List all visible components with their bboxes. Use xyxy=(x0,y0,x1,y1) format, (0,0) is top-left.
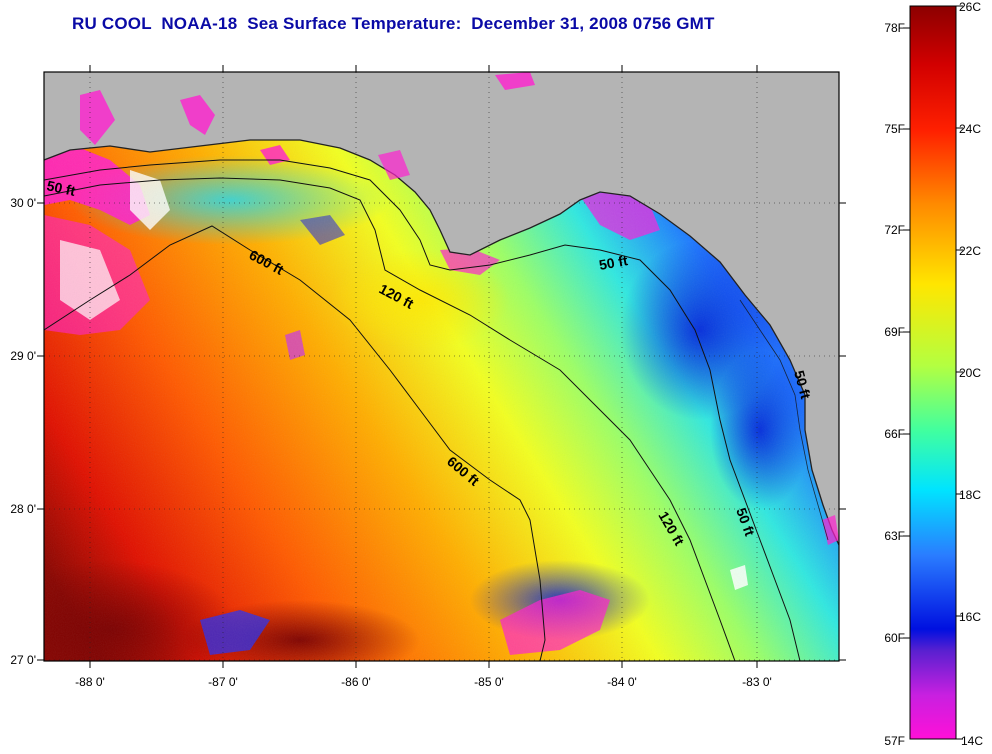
lon-tick-label: -87 0' xyxy=(208,675,238,689)
lon-tick-label: -83 0' xyxy=(742,675,772,689)
colorbar-f-label: 75F xyxy=(884,122,905,136)
lon-tick-label: -84 0' xyxy=(607,675,637,689)
colorbar-c-label: 26C xyxy=(959,0,981,14)
land-mainland xyxy=(44,72,839,545)
map-panel: 50 ft 600 ft 120 ft 50 ft 600 ft 120 ft … xyxy=(44,72,839,661)
colorbar: 78F 75F 72F 69F 66F 63F 60F 57F 26C 24C … xyxy=(884,0,983,748)
lat-tick-label: 27 0' xyxy=(10,653,36,667)
colorbar-f-label: 72F xyxy=(884,223,905,237)
contour-50ft xyxy=(44,159,801,661)
contour-east-shelf xyxy=(739,299,829,541)
colorbar-f-label: 57F xyxy=(884,734,905,748)
colorbar-c-label: 20C xyxy=(959,366,981,380)
colorbar-f-label: 66F xyxy=(884,427,905,441)
lon-tick-label: -85 0' xyxy=(474,675,504,689)
map-ticks xyxy=(37,65,846,668)
colorbar-c-label: 22C xyxy=(959,244,981,258)
colorbar-ramp xyxy=(909,5,957,740)
contour-label: 50 ft xyxy=(45,177,77,199)
bay-inlet-2 xyxy=(80,90,115,145)
colorbar-c-label: 14C xyxy=(961,734,983,748)
colorbar-ticks xyxy=(903,5,963,740)
colorbar-f-label: 78F xyxy=(884,21,905,35)
bay-inlet-6 xyxy=(822,515,839,545)
graticule xyxy=(44,72,839,661)
lon-tick-label: -86 0' xyxy=(341,675,371,689)
latitude-labels: 27 0' 28 0' 29 0' 30 0' xyxy=(10,196,36,667)
lat-tick-label: 29 0' xyxy=(10,349,36,363)
bay-inlet-1 xyxy=(180,95,215,135)
colorbar-c-label: 24C xyxy=(959,122,981,136)
bay-inlet-5 xyxy=(378,150,410,180)
map-title: RU COOL NOAA-18 Sea Surface Temperature:… xyxy=(72,14,715,33)
lat-tick-label: 28 0' xyxy=(10,502,36,516)
colorbar-f-label: 60F xyxy=(884,631,905,645)
colorbar-c-label: 18C xyxy=(959,488,981,502)
colorbar-f-label: 69F xyxy=(884,325,905,339)
contour-120ft xyxy=(44,177,736,661)
bay-inlet-4 xyxy=(495,72,535,90)
contour-600ft-west xyxy=(44,225,546,661)
contour-label: 50 ft xyxy=(791,369,814,401)
map-frame xyxy=(43,71,840,662)
colorbar-f-label: 63F xyxy=(884,529,905,543)
longitude-labels: -88 0' -87 0' -86 0' -85 0' -84 0' -83 0… xyxy=(75,675,772,689)
colorbar-c-label: 16C xyxy=(959,610,981,624)
coastline xyxy=(44,139,839,546)
lon-tick-label: -88 0' xyxy=(75,675,105,689)
contour-label: 50 ft xyxy=(598,252,629,273)
lat-tick-label: 30 0' xyxy=(10,196,36,210)
